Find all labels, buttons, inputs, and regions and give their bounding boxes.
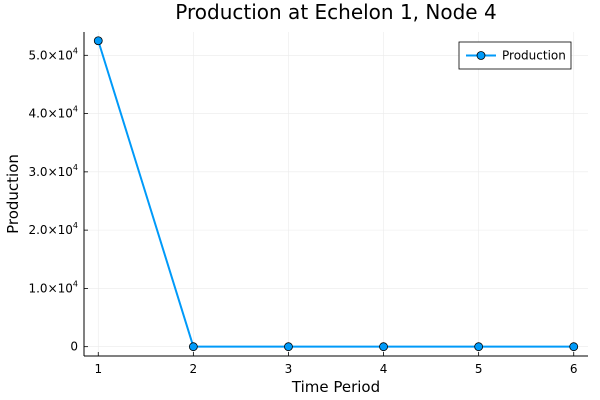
series-line: [97, 40, 574, 348]
x-axis-label: Time Period: [291, 378, 380, 396]
y-tick-mantissa: 1.0×10: [28, 281, 72, 295]
data-point: [93, 36, 103, 46]
y-tick-exponent: 4: [73, 163, 78, 172]
axes: [83, 32, 588, 357]
x-tick-label: 4: [380, 362, 388, 376]
legend-marker: [476, 51, 486, 60]
data-point: [474, 342, 484, 352]
y-tick-mantissa: 3.0×10: [28, 165, 72, 179]
y-tick-label: 0: [70, 340, 78, 354]
y-tick-exponent: 4: [73, 46, 78, 55]
y-tick-exponent: 4: [73, 279, 78, 288]
data-point: [379, 342, 388, 352]
y-tick-label: 5.0×104: [28, 46, 78, 62]
grid: [84, 32, 588, 356]
data-point: [284, 342, 293, 352]
y-tick-mantissa: 5.0×10: [28, 48, 72, 62]
y-tick-label: 1.0×104: [28, 279, 78, 295]
chart-title: Production at Echelon 1, Node 4: [175, 0, 496, 24]
tick-labels: 1 2 3 4 5 601.0×1042.0×1043.0×1044.0×1045.0×1…: [28, 46, 577, 376]
legend-label: Production: [502, 49, 566, 63]
y-tick-label: 2.0×104: [28, 221, 78, 237]
y-tick-label: 3.0×104: [28, 163, 78, 179]
x-tick-label: 5: [475, 362, 483, 376]
x-tick-label: 1: [94, 362, 102, 376]
series-production: [93, 36, 579, 352]
y-tick-exponent: 4: [73, 221, 78, 230]
x-tick-label: 2: [190, 362, 198, 376]
y-axis-label: Production: [4, 154, 22, 234]
y-tick-mantissa: 2.0×10: [28, 223, 72, 237]
data-point: [569, 342, 579, 352]
x-tick-label: 3: [285, 362, 293, 376]
y-tick-mantissa: 4.0×10: [28, 107, 72, 121]
x-tick-label: 6: [570, 362, 578, 376]
y-tick-label: 4.0×104: [28, 105, 78, 121]
y-tick-exponent: 4: [73, 105, 78, 114]
legend: Production: [458, 41, 572, 70]
data-point: [188, 342, 198, 352]
